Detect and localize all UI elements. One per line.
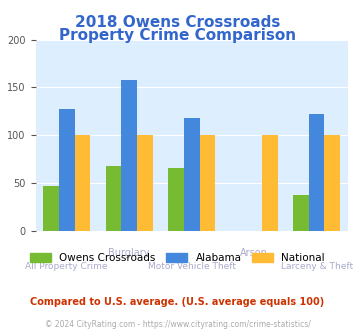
Bar (106, 166, 121, 231)
Bar (43, 186, 59, 231)
Bar (121, 80, 137, 231)
Text: All Property Crime: All Property Crime (26, 262, 108, 271)
Legend: Owens Crossroads, Alabama, National: Owens Crossroads, Alabama, National (26, 248, 329, 267)
Bar (184, 118, 200, 231)
Bar (59, 109, 75, 231)
Text: Property Crime Comparison: Property Crime Comparison (59, 28, 296, 43)
Bar (293, 195, 309, 231)
Text: Motor Vehicle Theft: Motor Vehicle Theft (148, 262, 236, 271)
Text: Burglary: Burglary (109, 248, 150, 258)
Text: © 2024 CityRating.com - https://www.cityrating.com/crime-statistics/: © 2024 CityRating.com - https://www.city… (45, 320, 310, 329)
Bar (262, 135, 278, 231)
Bar (309, 114, 324, 231)
Text: Arson: Arson (240, 248, 268, 258)
Text: 2018 Owens Crossroads: 2018 Owens Crossroads (75, 15, 280, 30)
Bar (324, 135, 340, 231)
Bar (75, 135, 90, 231)
Bar (137, 135, 153, 231)
Bar (200, 135, 215, 231)
Text: Larceny & Theft: Larceny & Theft (280, 262, 353, 271)
Bar (168, 168, 184, 231)
Text: Compared to U.S. average. (U.S. average equals 100): Compared to U.S. average. (U.S. average … (31, 297, 324, 307)
